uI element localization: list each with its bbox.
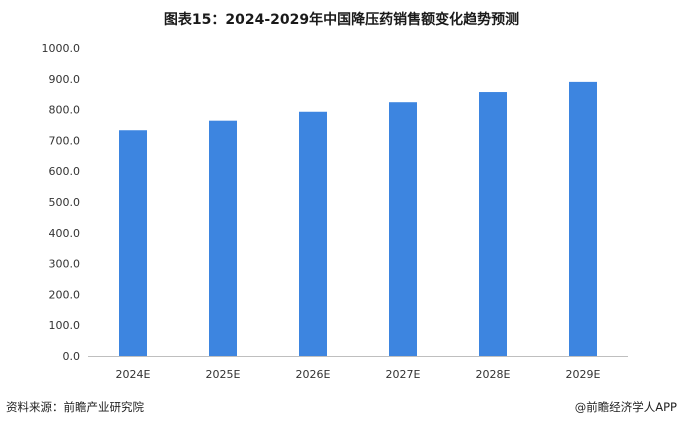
- y-tick-label: 800.0: [49, 104, 81, 117]
- y-tick-label: 300.0: [49, 258, 81, 271]
- bar-2028E: [479, 92, 507, 356]
- source-note: 资料来源：前瞻产业研究院: [6, 400, 144, 414]
- x-tick-label: 2026E: [296, 368, 331, 381]
- y-axis: 0.0 100.0 200.0 300.0 400.0 500.0 600.0 700.0 80…: [42, 42, 81, 363]
- chart-title: 图表15：2024-2029年中国降压药销售额变化趋势预测: [163, 12, 520, 28]
- x-tick-label: 2024E: [116, 368, 151, 381]
- x-axis: 2024E 2025E 2026E 2027E 2028E 2029E: [116, 368, 601, 381]
- y-tick-label: 200.0: [49, 288, 81, 301]
- bar-2025E: [209, 120, 237, 356]
- y-tick-label: 600.0: [49, 165, 81, 178]
- y-tick-label: 400.0: [49, 227, 81, 240]
- y-tick-label: 500.0: [49, 196, 81, 209]
- y-tick-label: 700.0: [49, 134, 81, 147]
- brand-credit: @前瞻经济学人APP: [574, 400, 677, 414]
- y-tick-label: 1000.0: [42, 42, 81, 55]
- x-tick-label: 2027E: [386, 368, 421, 381]
- bar-2029E: [569, 81, 597, 356]
- x-tick-label: 2025E: [206, 368, 241, 381]
- bar-series: [119, 81, 597, 356]
- x-tick-label: 2028E: [476, 368, 511, 381]
- y-tick-label: 0.0: [63, 350, 81, 363]
- bar-2024E: [119, 130, 147, 356]
- x-tick-label: 2029E: [566, 368, 601, 381]
- y-tick-label: 900.0: [49, 73, 81, 86]
- y-tick-label: 100.0: [49, 319, 81, 332]
- bar-2027E: [389, 102, 417, 356]
- bar-2026E: [299, 111, 327, 356]
